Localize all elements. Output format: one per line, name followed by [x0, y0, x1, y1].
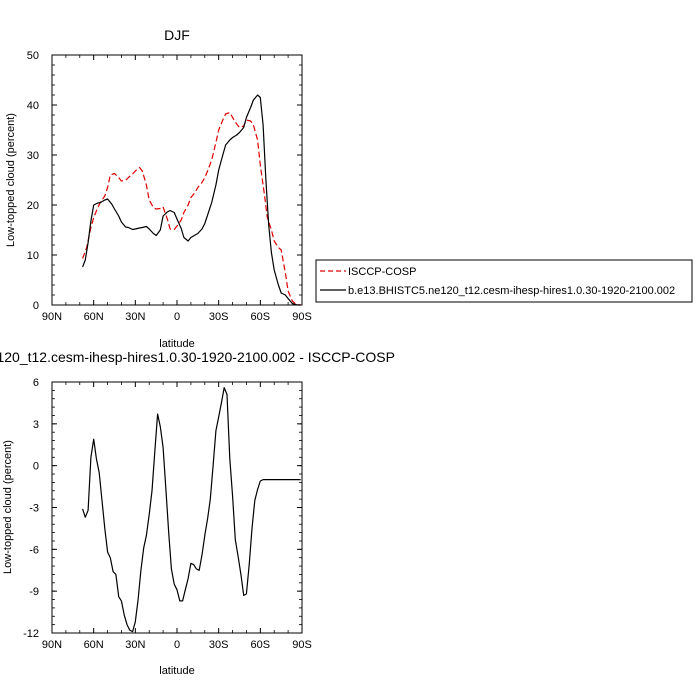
top-chart-legend: ISCCP-COSP b.e13.BHISTC5.ne120_t12.cesm-…	[315, 259, 693, 303]
bottom-plot-frame	[51, 381, 303, 634]
top-y-tick-label: 0	[33, 300, 39, 312]
top-x-tick-label: 30S	[209, 311, 229, 323]
bottom-y-tick-label: -12	[23, 628, 39, 640]
bottom-chart-panel: C5.ne120_t12.cesm-ihesp-hires1.0.30-1920…	[0, 349, 395, 677]
bottom-y-tick-label: -9	[29, 586, 39, 598]
bottom-y-tick-label: 0	[33, 461, 39, 473]
legend-label-model: b.e13.BHISTC5.ne120_t12.cesm-ihesp-hires…	[348, 285, 675, 297]
bottom-series-lines	[82, 387, 301, 633]
bottom-chart-title: C5.ne120_t12.cesm-ihesp-hires1.0.30-1920…	[0, 349, 395, 365]
bottom-y-tick-label: -3	[29, 503, 39, 515]
top-x-tick-label: 60S	[251, 311, 271, 323]
top-plot-frame	[51, 54, 303, 306]
top-x-tick-label: 90N	[42, 311, 62, 323]
bottom-series-line-0	[82, 387, 301, 633]
top-x-tick-label: 90S	[292, 311, 312, 323]
top-series-lines	[82, 94, 301, 306]
bottom-x-tick-label: 30S	[209, 639, 229, 651]
bottom-y-axis-label: Low-topped cloud (percent)	[2, 440, 14, 574]
bottom-y-tick-label: -6	[29, 544, 39, 556]
bottom-x-tick-label: 60S	[251, 639, 271, 651]
bottom-x-tick-label: 90S	[292, 639, 312, 651]
top-chart-panel: DJF 90N 60N 30N 0 30S 60S 90S 0 10 20 30 40 50 latit…	[5, 27, 312, 350]
top-x-tick-label: 0	[174, 311, 180, 323]
legend-label-isccp-cosp: ISCCP-COSP	[348, 266, 416, 278]
bottom-y-tick-label: 3	[33, 419, 39, 431]
top-x-tick-label: 30N	[125, 311, 145, 323]
top-x-tick-label: 60N	[84, 311, 104, 323]
top-x-axis-label: latitude	[159, 338, 194, 350]
top-series-line-1	[82, 94, 301, 306]
top-y-tick-label: 40	[27, 100, 39, 112]
top-y-tick-label: 30	[27, 150, 39, 162]
top-y-axis-label: Low-topped cloud (percent)	[5, 113, 17, 247]
legend-box	[315, 259, 693, 303]
bottom-x-tick-label: 60N	[84, 639, 104, 651]
bottom-x-axis-label: latitude	[159, 665, 194, 677]
bottom-x-tick-label: 30N	[125, 639, 145, 651]
top-chart-title: DJF	[164, 27, 190, 43]
top-axes: 90N 60N 30N 0 30S 60S 90S 0 10 20 30 40 50	[27, 50, 312, 323]
top-y-tick-label: 10	[27, 250, 39, 262]
top-y-tick-label: 20	[27, 200, 39, 212]
bottom-axes: 90N 60N 30N 0 30S 60S 90S -12 -9 -6 -3 0 3 6	[23, 377, 312, 651]
bottom-y-tick-label: 6	[33, 377, 39, 389]
bottom-x-tick-label: 0	[174, 639, 180, 651]
top-y-tick-label: 50	[27, 50, 39, 62]
top-series-line-0	[82, 111, 301, 306]
bottom-x-tick-label: 90N	[42, 639, 62, 651]
